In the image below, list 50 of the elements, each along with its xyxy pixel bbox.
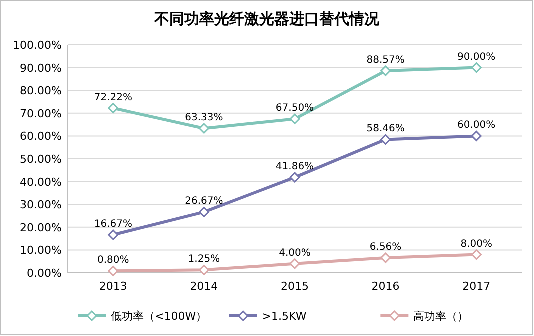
data-label: 60.00% bbox=[458, 120, 496, 132]
data-label: 0.80% bbox=[98, 255, 130, 266]
data-label: 6.56% bbox=[370, 242, 402, 254]
x-tick-label: 2015 bbox=[281, 280, 309, 293]
data-label: 72.22% bbox=[94, 92, 132, 104]
legend-label: >1.5KW bbox=[262, 310, 307, 323]
y-tick-label: 50.00% bbox=[20, 153, 62, 166]
point bbox=[380, 134, 392, 145]
point bbox=[290, 172, 300, 183]
data-label: 88.57% bbox=[366, 55, 405, 66]
point bbox=[108, 266, 119, 276]
y-tick-label: 10.00% bbox=[20, 244, 62, 258]
legend-label: 高功率（） bbox=[414, 310, 469, 323]
y-tick-label: 20.00% bbox=[20, 221, 62, 234]
y-tick-label: 70.00% bbox=[20, 107, 62, 120]
point bbox=[471, 62, 482, 74]
point bbox=[198, 206, 210, 218]
point bbox=[471, 130, 482, 142]
data-label: 90.00% bbox=[458, 52, 496, 63]
y-tick-label: 30.00% bbox=[20, 198, 62, 212]
point bbox=[471, 250, 482, 260]
point bbox=[108, 103, 119, 114]
y-tick-label: 80.00% bbox=[20, 84, 62, 98]
point bbox=[290, 258, 300, 270]
y-tick-label: 90.00% bbox=[20, 62, 62, 75]
x-tick-label: 2017 bbox=[462, 280, 491, 293]
point bbox=[108, 230, 119, 240]
point bbox=[380, 66, 392, 76]
data-label: 26.67% bbox=[185, 196, 224, 208]
data-label: 1.25% bbox=[188, 254, 220, 266]
data-label: 67.50% bbox=[276, 103, 314, 114]
point bbox=[198, 123, 210, 134]
y-tick-label: 40.00% bbox=[20, 176, 62, 189]
data-label: 16.67% bbox=[94, 218, 132, 230]
point bbox=[198, 264, 210, 276]
data-label: 58.46% bbox=[366, 124, 405, 135]
chart-title: 不同功率光纤激光器进口替代情况 bbox=[154, 10, 380, 28]
data-label: 4.00% bbox=[279, 248, 311, 259]
x-tick-label: 2016 bbox=[372, 280, 400, 293]
data-label: 63.33% bbox=[185, 112, 224, 124]
x-tick-label: 2013 bbox=[99, 280, 128, 293]
y-tick-label: 100.00% bbox=[13, 39, 62, 52]
legend-label: 低功率（<100W） bbox=[111, 310, 208, 323]
point bbox=[290, 114, 300, 124]
x-tick-label: 2014 bbox=[190, 280, 218, 293]
y-tick-label: 60.00% bbox=[20, 130, 62, 144]
y-tick-label: 0.00% bbox=[27, 267, 62, 280]
point bbox=[380, 252, 392, 264]
data-label: 41.86% bbox=[276, 162, 314, 173]
data-label: 8.00% bbox=[460, 238, 492, 250]
